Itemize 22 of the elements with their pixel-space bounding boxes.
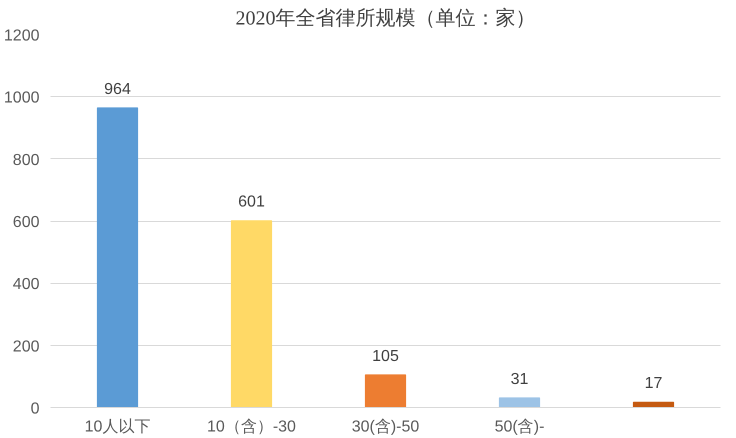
y-tick-label: 600 — [12, 214, 40, 231]
data-label: 17 — [644, 375, 662, 392]
bar — [364, 374, 406, 408]
y-tick-label: 0 — [30, 400, 40, 418]
y-tick-label: 400 — [12, 276, 40, 294]
data-label: 31 — [510, 370, 528, 388]
y-tick-label: 1200 — [4, 28, 40, 44]
chart-title: 2020年全省律所规模（单位：家） — [236, 8, 536, 30]
bar — [632, 402, 674, 408]
data-label: 964 — [104, 80, 131, 98]
x-tick-label: 10（含）-30 — [207, 418, 296, 436]
x-tick-label: 10人以下 — [84, 418, 150, 436]
bar — [498, 397, 540, 408]
y-tick-label: 1000 — [4, 90, 40, 107]
y-tick-label: 200 — [12, 338, 40, 356]
bar — [230, 220, 272, 408]
data-label: 601 — [238, 194, 265, 211]
data-label: 105 — [372, 348, 399, 365]
x-tick-label: 50(含)- — [494, 418, 544, 436]
x-tick-label: 30(含)-50 — [352, 418, 420, 436]
bar — [96, 107, 138, 408]
y-tick-label: 800 — [12, 152, 40, 169]
